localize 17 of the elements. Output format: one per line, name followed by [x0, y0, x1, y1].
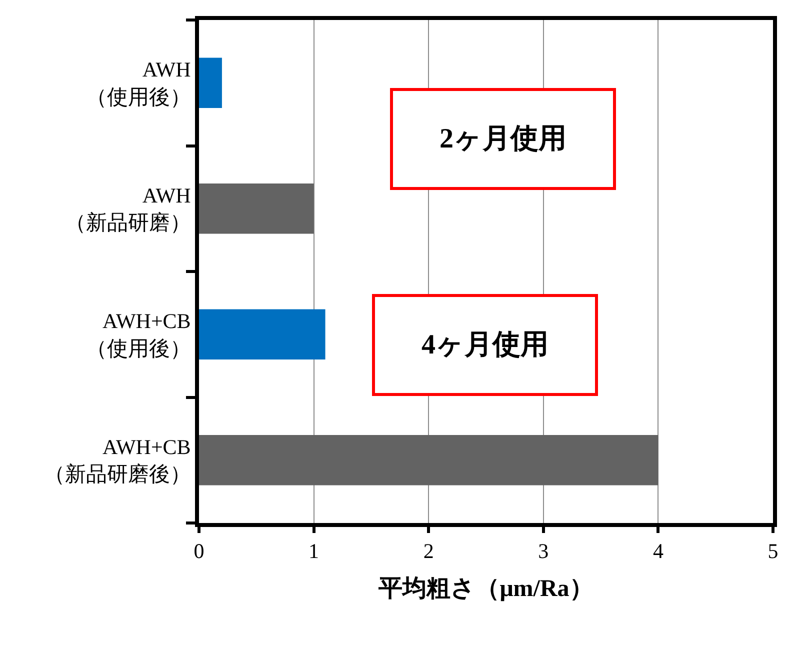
bar: [199, 58, 222, 108]
y-tick-label: AWH+CB （使用後）: [86, 309, 191, 360]
y-tick-label: AWH （新品研磨）: [64, 183, 191, 235]
x-tick-label: 1: [308, 539, 320, 564]
x-axis-title: 平均粗さ（μm/Ra）: [378, 576, 594, 602]
x-tick-label: 4: [652, 539, 664, 564]
x-tick-label: 0: [194, 539, 204, 564]
x-tick-label: 3: [538, 539, 549, 564]
annotation: 2ヶ月使用: [440, 124, 566, 154]
y-tick-label: AWH （使用後）: [86, 58, 191, 109]
x-tick-label: 5: [768, 539, 778, 564]
y-tick-label: AWH+CB （新品研磨後）: [44, 434, 191, 486]
bar: [199, 434, 658, 486]
bar: [199, 183, 314, 234]
bar: [199, 309, 326, 360]
annotation: 4ヶ月使用: [422, 330, 548, 360]
x-tick-label: 2: [423, 539, 434, 564]
